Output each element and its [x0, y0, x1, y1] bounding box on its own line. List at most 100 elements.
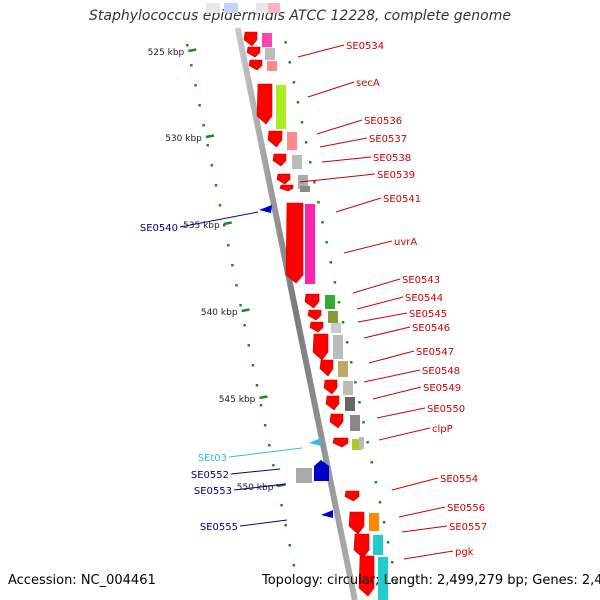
strand-dot: [288, 61, 292, 64]
gene-block: [378, 557, 388, 600]
gene-block: [296, 468, 312, 483]
gene-label: SE0545: [409, 309, 447, 320]
gene-label: SE0550: [427, 404, 465, 415]
gene-arrow: [279, 184, 294, 192]
gene-block: [352, 439, 362, 450]
gene-block: [338, 361, 348, 377]
scale-tick-label: 535 kbp: [183, 221, 220, 231]
feature-layer: [206, 3, 388, 600]
gene-block: [373, 535, 383, 555]
gene-block: [287, 132, 297, 150]
label-leader-line: [321, 156, 372, 163]
scale-dot: [263, 424, 267, 427]
scale-dot: [243, 324, 246, 327]
gene-block: [300, 186, 310, 192]
strand-dot: [284, 41, 287, 44]
gene-label: clpP: [432, 424, 453, 435]
label-leader-line: [403, 550, 454, 560]
faint-box: [206, 3, 220, 13]
strand-dot: [345, 341, 349, 344]
gene-block: [265, 48, 275, 60]
label-leader-line: [230, 468, 281, 475]
genome-summary-text: Topology: circular; Length: 2,499,279 bp…: [262, 573, 600, 588]
gene-block: [350, 415, 360, 431]
gene-label: SE0557: [449, 522, 487, 533]
strand-dot: [386, 541, 390, 544]
strand-dot: [337, 301, 341, 304]
rna-arrow: [309, 438, 321, 446]
scale-dot: [239, 304, 242, 307]
strand-dot: [350, 361, 353, 364]
gene-arrow: [329, 413, 344, 429]
gene-label: SE0541: [383, 194, 421, 205]
scale-dot: [272, 464, 275, 467]
gene-label: SE0552: [191, 470, 229, 481]
rev-arrow: [321, 510, 333, 518]
gene-arrow: [323, 379, 338, 395]
gene-arrow: [248, 59, 263, 71]
gene-arrow: [276, 173, 291, 185]
gene-block: [292, 155, 302, 169]
strand-dot: [341, 321, 345, 324]
faint-box: [268, 3, 280, 13]
gene-label: SE0544: [405, 293, 443, 304]
scale-tick: [188, 48, 197, 53]
strand-dot: [358, 401, 361, 404]
gene-label: SE0548: [422, 366, 460, 377]
label-leader-line: [228, 447, 303, 458]
label-leader-line: [179, 211, 259, 228]
gene-label: SE0539: [377, 170, 415, 181]
gene-arrow: [267, 130, 283, 148]
gene-block: [331, 323, 341, 333]
scale-dot: [190, 64, 193, 67]
gene-arrow: [285, 202, 304, 284]
scale-dot: [292, 564, 296, 567]
gene-label: SE0549: [423, 383, 461, 394]
genome-title: Staphylococcus epidermidis ATCC 12228, c…: [88, 8, 511, 24]
label-leader-line: [297, 44, 345, 58]
scale-dot: [214, 184, 218, 187]
gene-block: [325, 295, 335, 309]
scale-dot: [206, 144, 210, 147]
scale-dot: [288, 544, 292, 547]
label-leader-line: [357, 312, 408, 323]
gene-label: secA: [356, 78, 380, 89]
gene-block: [276, 85, 286, 129]
label-leader-line: [368, 350, 415, 364]
rev-arrow: [314, 460, 329, 481]
label-leader-line: [398, 506, 446, 518]
scale-dot: [284, 524, 287, 527]
scale-dot: [186, 44, 189, 47]
label-leader-line: [352, 278, 401, 294]
gene-label: uvrA: [394, 237, 417, 248]
strand-dot: [382, 521, 386, 524]
label-leader-line: [239, 519, 288, 527]
gene-block: [262, 33, 272, 47]
rna-label: SEt03: [198, 453, 227, 464]
gene-label: SE0534: [346, 41, 384, 52]
label-leader-line: [401, 525, 448, 533]
backbone-layer: [186, 27, 398, 600]
label-leader-line: [316, 119, 363, 135]
gene-label: pgk: [455, 547, 474, 558]
gene-label: SE0540: [140, 223, 178, 234]
gene-arrow: [312, 333, 329, 361]
strand-dot: [378, 501, 382, 504]
label-leader-line: [391, 477, 439, 491]
gene-label: SE0536: [364, 116, 402, 127]
faint-box: [256, 3, 268, 13]
gene-label: SE0537: [369, 134, 407, 145]
gene-label: SE0556: [447, 503, 485, 514]
gene-block: [345, 397, 355, 411]
scale-dot: [227, 244, 230, 247]
gene-block: [343, 381, 353, 395]
strand-dot: [329, 261, 333, 264]
strand-dot: [321, 221, 324, 224]
gene-arrow: [246, 46, 261, 58]
scale-dot: [222, 224, 226, 227]
label-leader-line: [233, 483, 287, 491]
scale-dot: [259, 404, 263, 407]
label-leader-line: [343, 240, 393, 254]
scale-dot: [218, 204, 222, 207]
